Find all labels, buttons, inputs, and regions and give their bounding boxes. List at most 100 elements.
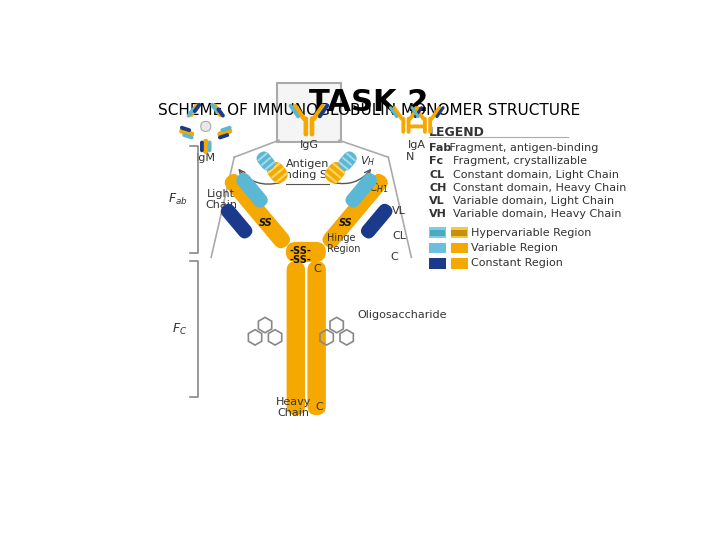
- FancyBboxPatch shape: [423, 117, 427, 134]
- FancyBboxPatch shape: [414, 106, 423, 118]
- FancyBboxPatch shape: [267, 163, 280, 174]
- Text: Antigen
Binding Site: Antigen Binding Site: [274, 159, 341, 180]
- FancyBboxPatch shape: [287, 261, 305, 415]
- Text: C: C: [316, 402, 323, 413]
- Bar: [429, 258, 446, 269]
- FancyBboxPatch shape: [218, 133, 229, 139]
- FancyBboxPatch shape: [193, 103, 202, 113]
- Text: Constant domain, Light Chain: Constant domain, Light Chain: [446, 170, 619, 179]
- Text: CH: CH: [429, 183, 446, 193]
- FancyBboxPatch shape: [307, 261, 326, 415]
- FancyBboxPatch shape: [220, 126, 232, 132]
- Text: Hypervariable Region: Hypervariable Region: [472, 228, 592, 238]
- Text: VH: VH: [429, 209, 447, 219]
- FancyBboxPatch shape: [414, 106, 426, 121]
- FancyBboxPatch shape: [267, 162, 288, 184]
- FancyBboxPatch shape: [346, 173, 377, 208]
- FancyBboxPatch shape: [311, 104, 325, 122]
- Text: Constant domain, Heavy Chain: Constant domain, Heavy Chain: [446, 183, 626, 193]
- Text: Hinge
Region: Hinge Region: [328, 233, 361, 254]
- FancyBboxPatch shape: [271, 167, 284, 179]
- FancyBboxPatch shape: [256, 151, 275, 171]
- FancyBboxPatch shape: [182, 133, 194, 139]
- FancyBboxPatch shape: [186, 107, 195, 118]
- FancyBboxPatch shape: [430, 106, 441, 121]
- Bar: [451, 233, 467, 236]
- Text: SS: SS: [259, 218, 273, 228]
- Bar: [451, 227, 467, 238]
- FancyBboxPatch shape: [428, 117, 432, 134]
- FancyBboxPatch shape: [201, 122, 211, 131]
- FancyBboxPatch shape: [236, 173, 268, 208]
- Text: -SS-: -SS-: [289, 255, 312, 265]
- Text: C: C: [390, 252, 398, 262]
- Text: CL: CL: [392, 231, 406, 241]
- Bar: [429, 227, 446, 238]
- FancyBboxPatch shape: [338, 151, 357, 171]
- FancyBboxPatch shape: [435, 106, 445, 118]
- FancyBboxPatch shape: [264, 161, 275, 171]
- FancyBboxPatch shape: [212, 103, 223, 117]
- FancyBboxPatch shape: [210, 103, 219, 113]
- FancyBboxPatch shape: [277, 83, 341, 142]
- FancyBboxPatch shape: [180, 126, 192, 132]
- Text: Fc: Fc: [429, 157, 444, 166]
- FancyBboxPatch shape: [293, 104, 307, 122]
- FancyBboxPatch shape: [200, 140, 204, 152]
- FancyBboxPatch shape: [217, 129, 233, 137]
- Bar: [451, 231, 467, 233]
- Text: $F_{ab}$: $F_{ab}$: [168, 192, 187, 207]
- FancyBboxPatch shape: [188, 103, 199, 117]
- Bar: [430, 233, 445, 236]
- Text: Light
Chain: Light Chain: [205, 189, 237, 211]
- FancyBboxPatch shape: [346, 152, 356, 161]
- FancyBboxPatch shape: [389, 106, 398, 118]
- Text: Constant Region: Constant Region: [472, 259, 563, 268]
- Text: -SS-: -SS-: [289, 246, 312, 256]
- Text: LEGEND: LEGEND: [429, 126, 485, 139]
- Text: C: C: [314, 264, 321, 274]
- Text: $F_C$: $F_C$: [172, 322, 187, 337]
- FancyBboxPatch shape: [402, 117, 405, 134]
- Text: Fab: Fab: [429, 143, 451, 153]
- FancyBboxPatch shape: [225, 174, 290, 248]
- Bar: [451, 242, 467, 253]
- FancyBboxPatch shape: [261, 157, 271, 166]
- FancyBboxPatch shape: [275, 172, 288, 184]
- FancyBboxPatch shape: [408, 106, 420, 121]
- Text: Fragment, antigen-binding: Fragment, antigen-binding: [446, 143, 598, 153]
- Bar: [429, 242, 446, 253]
- FancyBboxPatch shape: [323, 174, 388, 248]
- Text: Heavy
Chain: Heavy Chain: [276, 397, 311, 418]
- FancyBboxPatch shape: [328, 167, 341, 179]
- Text: IgM: IgM: [196, 153, 216, 163]
- FancyBboxPatch shape: [318, 104, 329, 118]
- FancyBboxPatch shape: [392, 106, 404, 121]
- Text: VL: VL: [392, 206, 406, 216]
- Text: SS: SS: [339, 218, 353, 228]
- Text: N: N: [406, 152, 414, 162]
- FancyBboxPatch shape: [310, 117, 315, 137]
- Bar: [430, 231, 445, 233]
- Text: Variable domain, Heavy Chain: Variable domain, Heavy Chain: [446, 209, 621, 219]
- FancyBboxPatch shape: [220, 204, 253, 239]
- FancyBboxPatch shape: [257, 152, 268, 161]
- Bar: [451, 258, 467, 269]
- Text: Variable domain, Light Chain: Variable domain, Light Chain: [446, 195, 614, 206]
- Text: Oligosaccharide: Oligosaccharide: [357, 310, 447, 320]
- FancyBboxPatch shape: [286, 242, 326, 262]
- FancyBboxPatch shape: [216, 107, 225, 118]
- FancyBboxPatch shape: [304, 117, 308, 137]
- Text: SCHEME OF IMMUNOGLOBULIN MONOMER STRUCTURE: SCHEME OF IMMUNOGLOBULIN MONOMER STRUCTU…: [158, 103, 580, 118]
- FancyBboxPatch shape: [324, 172, 338, 184]
- Text: Fragment, crystallizable: Fragment, crystallizable: [446, 157, 587, 166]
- FancyBboxPatch shape: [325, 162, 346, 184]
- Text: VL: VL: [429, 195, 445, 206]
- Text: IgG: IgG: [300, 140, 318, 150]
- Text: CL: CL: [429, 170, 444, 179]
- FancyBboxPatch shape: [338, 161, 349, 171]
- Text: Variable Region: Variable Region: [472, 243, 559, 253]
- FancyBboxPatch shape: [361, 204, 392, 239]
- FancyBboxPatch shape: [289, 104, 300, 118]
- FancyBboxPatch shape: [203, 139, 209, 154]
